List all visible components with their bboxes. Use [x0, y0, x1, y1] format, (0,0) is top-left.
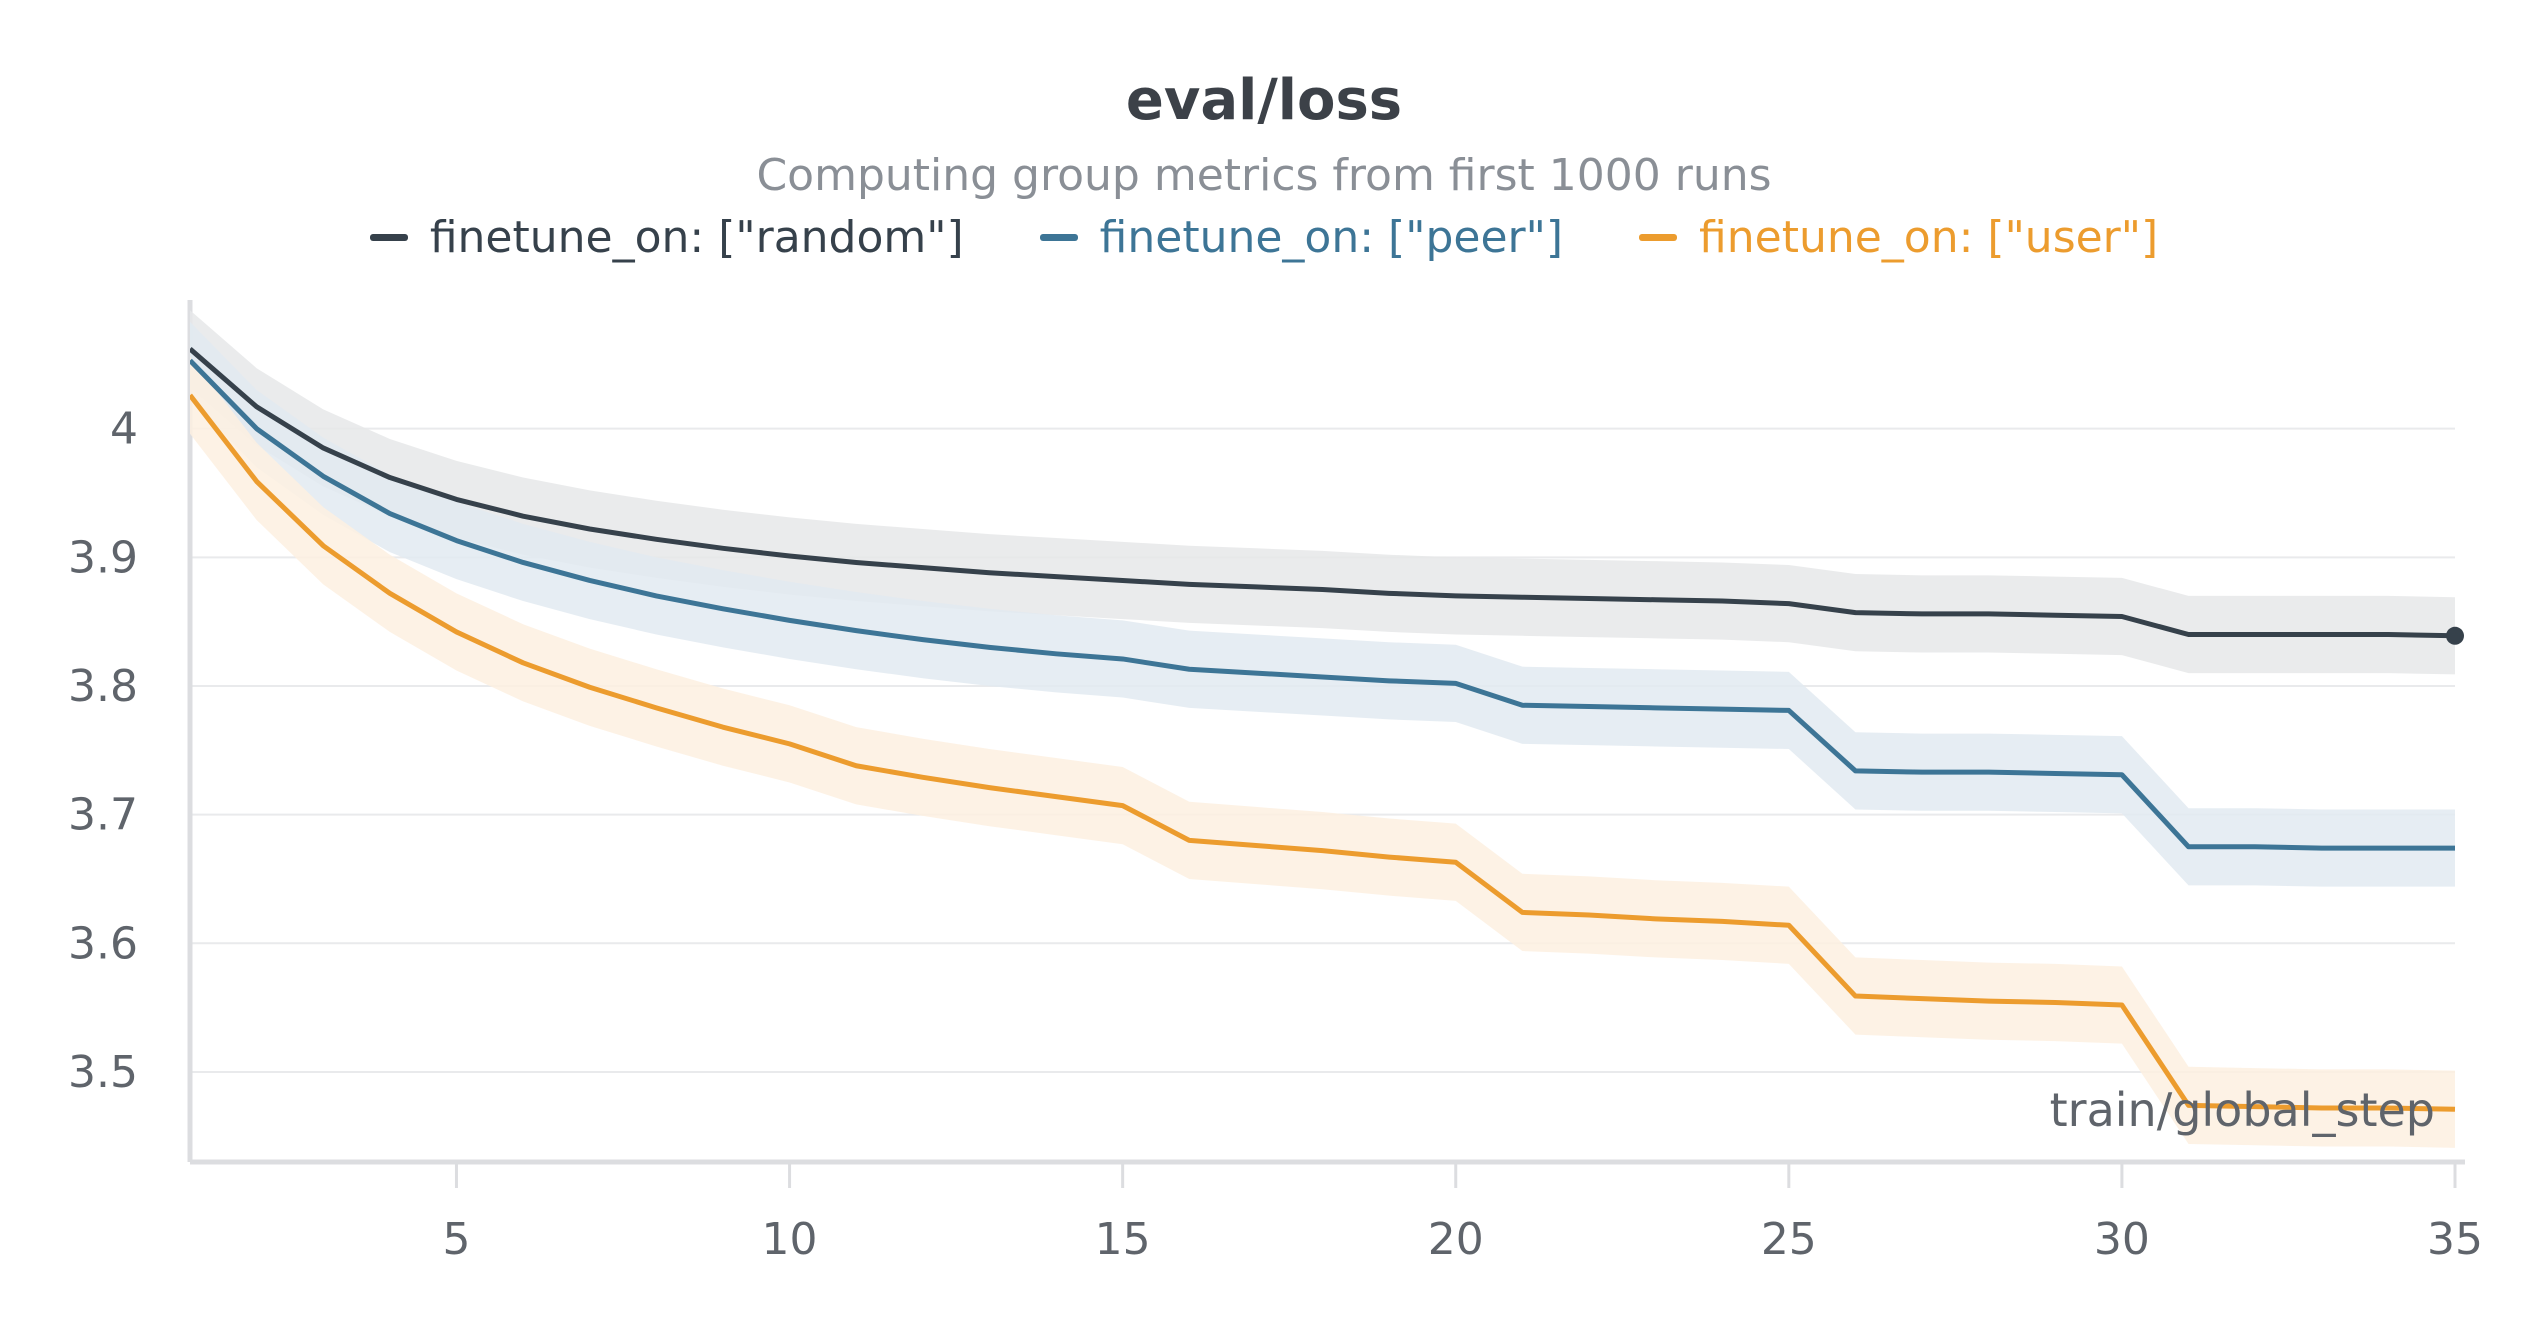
legend-item-peer[interactable]: finetune_on: ["peer"]: [1039, 212, 1564, 263]
legend-swatch-peer: [1039, 234, 1078, 241]
y-tick-label: 3.7: [68, 790, 138, 841]
series-line-1: [190, 358, 2455, 851]
legend-item-random[interactable]: finetune_on: ["random"]: [369, 212, 964, 263]
y-tick-label: 3.8: [68, 661, 138, 712]
y-tick-label: 3.9: [68, 532, 138, 583]
chart-subtitle: Computing group metrics from first 1000 …: [756, 150, 1772, 201]
legend-label-peer: finetune_on: ["peer"]: [1099, 212, 1564, 263]
series-band-0: [190, 310, 2455, 675]
x-tick-label: 15: [1095, 1214, 1151, 1265]
legend-label-random: finetune_on: ["random"]: [429, 212, 964, 263]
y-tick-label: 4: [110, 404, 138, 455]
legend-item-user[interactable]: finetune_on: ["user"]: [1639, 212, 2158, 263]
x-tick-label: 5: [442, 1214, 470, 1265]
series-band-1: [190, 321, 2455, 887]
x-axis-label: train/global_step: [2050, 1083, 2435, 1137]
series-end-marker: [2446, 626, 2464, 645]
legend-swatch-user: [1639, 234, 1678, 241]
series-line-2: [190, 393, 2456, 1112]
legend-swatch-random: [369, 234, 408, 241]
chart-legend: finetune_on: ["random"] finetune_on: ["p…: [0, 212, 2528, 263]
series-band-2: [190, 356, 2455, 1148]
series-line-0: [190, 347, 2456, 639]
x-tick-label: 20: [1428, 1214, 1484, 1265]
chart-title: eval/loss: [1125, 68, 1403, 133]
x-tick-label: 30: [2094, 1214, 2150, 1265]
y-tick-label: 3.6: [68, 918, 138, 969]
x-tick-label: 10: [762, 1214, 818, 1265]
y-tick-label: 3.5: [68, 1047, 138, 1098]
x-tick-label: 25: [1761, 1214, 1817, 1265]
x-tick-label: 35: [2427, 1214, 2483, 1265]
legend-label-user: finetune_on: ["user"]: [1699, 212, 2159, 263]
